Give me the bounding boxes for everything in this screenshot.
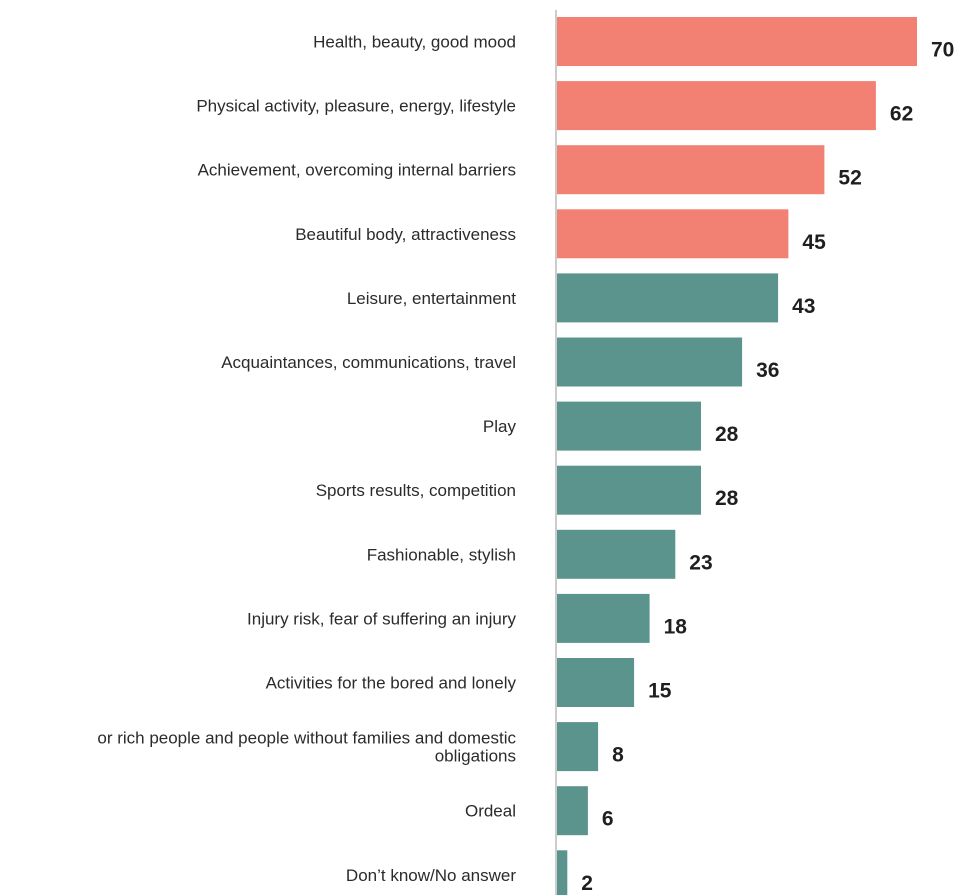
category-label: Play: [483, 417, 517, 436]
category-label: Injury risk, fear of suffering an injury: [247, 609, 516, 628]
bar: [557, 658, 635, 707]
bar: [557, 145, 825, 195]
value-label: 2: [581, 872, 593, 895]
bar: [557, 529, 676, 579]
bar: [557, 786, 588, 836]
value-label: 70: [931, 39, 954, 62]
category-label: Don’t know/No answer: [346, 866, 516, 885]
category-label: Beautiful body, attractiveness: [295, 225, 516, 244]
bar: [557, 722, 599, 772]
value-label: 15: [648, 680, 672, 703]
bar: [557, 81, 876, 131]
category-label: Acquaintances, communications, travel: [221, 353, 516, 372]
bar: [557, 337, 743, 387]
bar: [557, 209, 789, 259]
value-label: 36: [756, 359, 779, 382]
value-label: 28: [715, 487, 739, 510]
category-label: Leisure, entertainment: [347, 289, 516, 308]
bars-layer: [557, 17, 917, 895]
value-label: 43: [792, 295, 815, 318]
bar: [557, 401, 701, 451]
value-label: 6: [602, 808, 614, 831]
category-label: Fashionable, stylish: [367, 545, 516, 564]
category-label: Sports results, competition: [316, 481, 516, 500]
category-label: Activities for the bored and lonely: [266, 674, 517, 693]
bar: [557, 273, 779, 323]
bar: [557, 17, 917, 66]
category-label: Physical activity, pleasure, energy, lif…: [196, 97, 516, 116]
value-label: 52: [838, 167, 861, 190]
category-label: Ordeal: [465, 802, 516, 821]
category-label: or rich people and people without famili…: [97, 729, 516, 766]
value-label: 62: [890, 103, 913, 126]
value-label: 18: [664, 615, 688, 638]
value-label: 45: [802, 231, 826, 254]
category-labels: Health, beauty, good mood Physical activi…: [97, 33, 516, 885]
value-label: 28: [715, 423, 739, 446]
value-label: 23: [689, 551, 712, 574]
value-label: 8: [612, 744, 624, 767]
category-label: Achievement, overcoming internal barrier…: [198, 161, 516, 180]
bar: [557, 465, 701, 515]
category-label: Health, beauty, good mood: [313, 33, 516, 52]
bar: [557, 593, 650, 643]
bar: [557, 850, 568, 895]
